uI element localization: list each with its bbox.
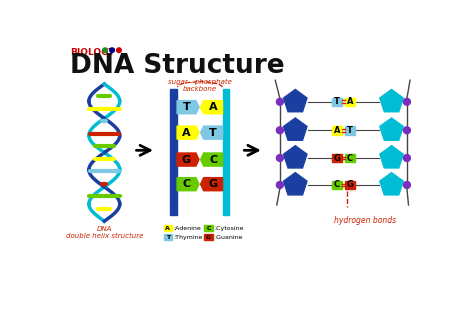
Circle shape (109, 48, 114, 53)
Polygon shape (380, 173, 403, 195)
Polygon shape (177, 126, 199, 139)
Circle shape (403, 154, 410, 161)
Text: hydrogen bonds: hydrogen bonds (334, 216, 396, 225)
Text: C: C (334, 181, 340, 190)
Text: A: A (165, 225, 170, 230)
Circle shape (276, 127, 283, 134)
Bar (345, 154, 355, 162)
Bar (204, 234, 213, 241)
Text: A: A (209, 102, 218, 112)
Bar (332, 97, 342, 106)
Polygon shape (177, 178, 199, 191)
Text: G: G (333, 153, 340, 162)
Polygon shape (201, 126, 222, 139)
Text: T: T (166, 235, 170, 240)
Text: G: G (209, 179, 218, 189)
Text: T: T (334, 97, 340, 106)
Text: T: T (347, 126, 353, 135)
Text: C: C (182, 179, 191, 189)
Polygon shape (380, 118, 403, 140)
Circle shape (403, 182, 410, 188)
Text: G: G (346, 181, 354, 190)
Polygon shape (201, 178, 222, 191)
Text: :Adenine: :Adenine (173, 225, 201, 230)
Text: A: A (334, 126, 340, 135)
Text: :Cytosine: :Cytosine (214, 225, 244, 230)
Bar (222, 89, 229, 215)
Text: G: G (182, 154, 191, 164)
Polygon shape (201, 153, 222, 166)
Text: :Guanine: :Guanine (214, 235, 243, 240)
Text: A: A (346, 97, 353, 106)
Text: sugar - phosphate
backbone: sugar - phosphate backbone (168, 79, 232, 92)
Polygon shape (201, 100, 222, 114)
Text: BIOLOGY: BIOLOGY (70, 48, 114, 57)
Polygon shape (283, 146, 307, 168)
Polygon shape (177, 100, 199, 114)
Circle shape (276, 98, 283, 105)
Bar (332, 126, 342, 135)
Circle shape (276, 154, 283, 161)
Text: C: C (206, 225, 211, 230)
Text: A: A (182, 128, 191, 138)
Circle shape (103, 48, 108, 53)
Bar (332, 154, 342, 162)
Circle shape (117, 48, 121, 53)
Polygon shape (283, 173, 307, 195)
Text: T: T (182, 102, 191, 112)
Circle shape (403, 127, 410, 134)
Bar (345, 126, 355, 135)
Bar (345, 97, 355, 106)
Polygon shape (380, 146, 403, 168)
Polygon shape (283, 118, 307, 140)
Polygon shape (283, 89, 307, 112)
Bar (204, 225, 213, 231)
Text: T: T (209, 128, 217, 138)
Text: DNA Structure: DNA Structure (70, 53, 284, 79)
Text: :Thymine: :Thymine (173, 235, 203, 240)
Bar (332, 181, 342, 189)
Text: G: G (206, 235, 211, 240)
Text: C: C (347, 153, 353, 162)
Text: DNA
double helix structure: DNA double helix structure (65, 226, 143, 239)
Polygon shape (177, 153, 199, 166)
Bar (164, 225, 172, 231)
Bar (170, 89, 177, 215)
Bar (164, 234, 172, 241)
Bar (345, 181, 355, 189)
Circle shape (276, 182, 283, 188)
Circle shape (403, 98, 410, 105)
Polygon shape (380, 89, 403, 112)
Text: C: C (209, 154, 217, 164)
